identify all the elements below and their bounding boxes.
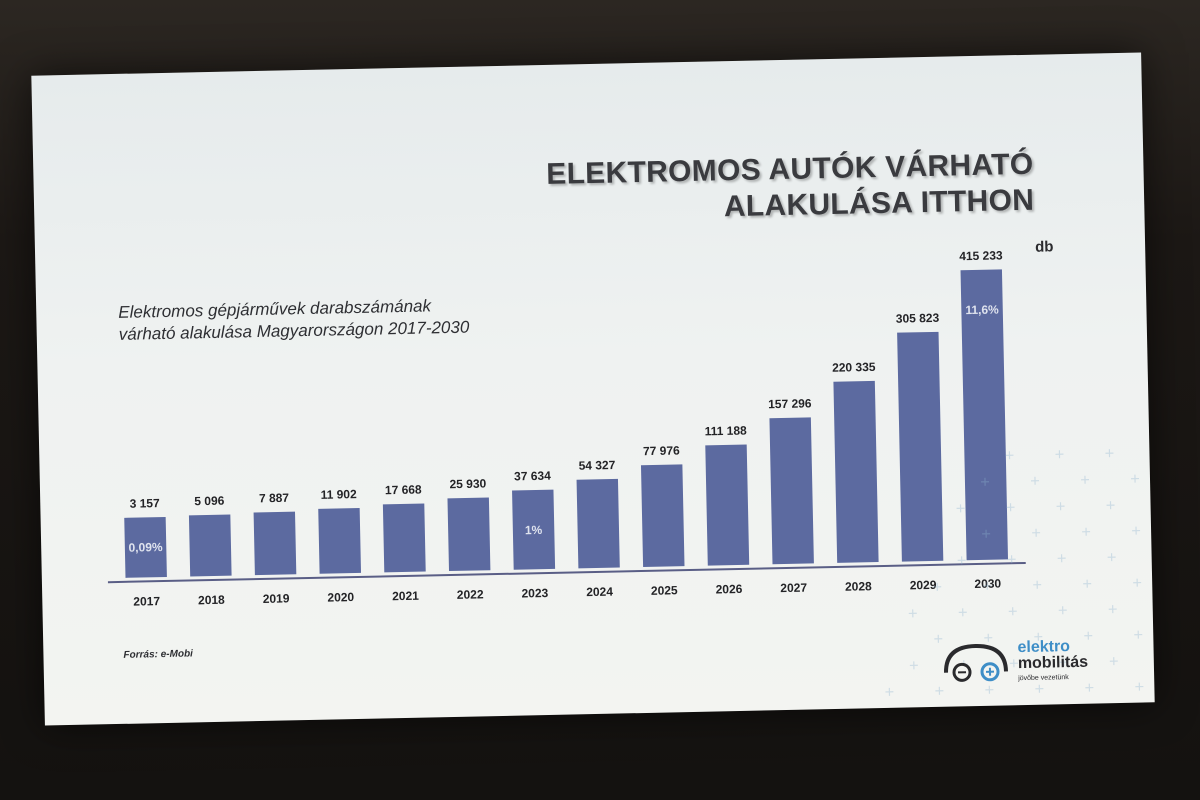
tick-label-2020: 2020 xyxy=(327,590,354,605)
bar-2028 xyxy=(833,380,879,563)
bar-2025 xyxy=(640,464,685,567)
value-label-2024: 54 327 xyxy=(578,458,615,473)
value-label-2029: 305 823 xyxy=(896,311,940,326)
tick-label-2028: 2028 xyxy=(845,579,872,594)
source-note: Forrás: e-Mobi xyxy=(123,648,194,661)
share-annotation-2023: 1% xyxy=(525,523,543,537)
bar-2022 xyxy=(447,497,491,572)
x-axis-line xyxy=(107,561,1026,584)
bar-2020 xyxy=(318,508,362,574)
tick-label-2021: 2021 xyxy=(392,589,419,604)
elektromobilitas-logo: elektro mobilitás jövőbe vezetünk xyxy=(939,635,1140,699)
tick-label-2026: 2026 xyxy=(716,582,743,597)
logo-tagline: jövőbe vezetünk xyxy=(1018,674,1069,683)
bar-2030 xyxy=(960,269,1009,561)
value-label-2022: 25 930 xyxy=(449,477,486,492)
car-logo-icon xyxy=(944,644,1009,682)
bar-2024 xyxy=(576,478,620,569)
value-label-2019: 7 887 xyxy=(259,491,290,506)
bar-2019 xyxy=(253,511,297,576)
value-label-2026: 111 188 xyxy=(705,423,748,438)
bar-2027 xyxy=(769,417,814,565)
bar-2018 xyxy=(188,514,232,577)
value-label-2023: 37 634 xyxy=(514,469,551,484)
cross-pattern-decoration xyxy=(885,449,1144,696)
value-label-2025: 77 976 xyxy=(643,443,680,458)
tick-label-2023: 2023 xyxy=(521,586,548,601)
bar-2026 xyxy=(705,444,750,566)
tick-label-2029: 2029 xyxy=(910,578,937,593)
value-label-2028: 220 335 xyxy=(832,360,876,375)
tick-label-2025: 2025 xyxy=(651,583,678,598)
tick-label-2024: 2024 xyxy=(586,585,613,600)
value-label-2030: 415 233 xyxy=(959,248,1003,263)
share-annotation-2017: 0,09% xyxy=(128,540,163,555)
share-annotation-2030: 11,6% xyxy=(965,302,999,317)
value-label-2027: 157 296 xyxy=(768,396,812,411)
logo-text-mobilitas: mobilitás xyxy=(1017,653,1089,673)
bar-2023 xyxy=(512,489,556,570)
tick-label-2018: 2018 xyxy=(198,593,225,608)
bar-2017 xyxy=(124,516,167,578)
value-label-2021: 17 668 xyxy=(385,483,422,498)
tick-label-2019: 2019 xyxy=(263,591,290,606)
tick-label-2017: 2017 xyxy=(133,594,160,609)
bar-chart: 3 157 2017 5 096 2018 7 887 2019 11 902 2020 17 … xyxy=(107,248,1026,609)
tick-label-2027: 2027 xyxy=(780,581,807,596)
tick-label-2030: 2030 xyxy=(974,576,1001,591)
bar-2021 xyxy=(382,503,426,573)
tick-label-2022: 2022 xyxy=(457,587,484,602)
bar-2029 xyxy=(897,331,944,562)
projected-slide: ELEKTROMOS AUTÓK VÁRHATÓ ALAKULÁSA ITTHO… xyxy=(31,52,1155,726)
value-label-2017: 3 157 xyxy=(129,496,160,511)
value-label-2020: 11 902 xyxy=(320,487,357,502)
value-label-2018: 5 096 xyxy=(194,494,225,509)
